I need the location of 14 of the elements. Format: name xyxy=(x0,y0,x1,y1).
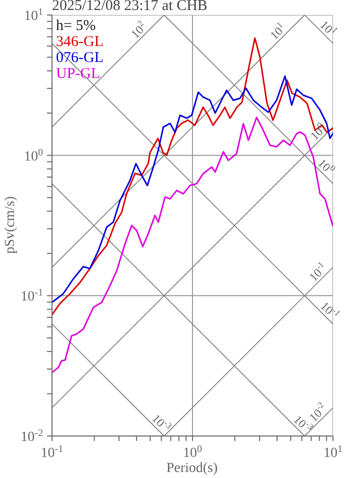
annotation: h= 5% xyxy=(56,18,97,34)
y-axis-title: pSv(cm/s) xyxy=(3,196,18,254)
text: UP-GL xyxy=(56,66,102,82)
y-tick-label: 10$^{1}$ xyxy=(24,6,43,24)
x-tick-label: 10$^{1}$ xyxy=(323,444,343,461)
text: 346-GL xyxy=(56,34,104,50)
x-tick-label: 10$^{-1}$ xyxy=(40,444,64,461)
y-tick-label: 10$^{0}$ xyxy=(24,146,43,164)
y-tick-label: 10$^{-2}$ xyxy=(20,428,43,445)
y-tick-label: 10$^{-1}$ xyxy=(20,287,43,305)
chart-title: 2025/12/08 23:17 at CHB xyxy=(52,0,208,15)
x-axis-title: Period(s) xyxy=(166,461,218,476)
x-tick-label: 10$^{0}$ xyxy=(182,444,202,461)
text: 076-GL xyxy=(56,50,104,66)
